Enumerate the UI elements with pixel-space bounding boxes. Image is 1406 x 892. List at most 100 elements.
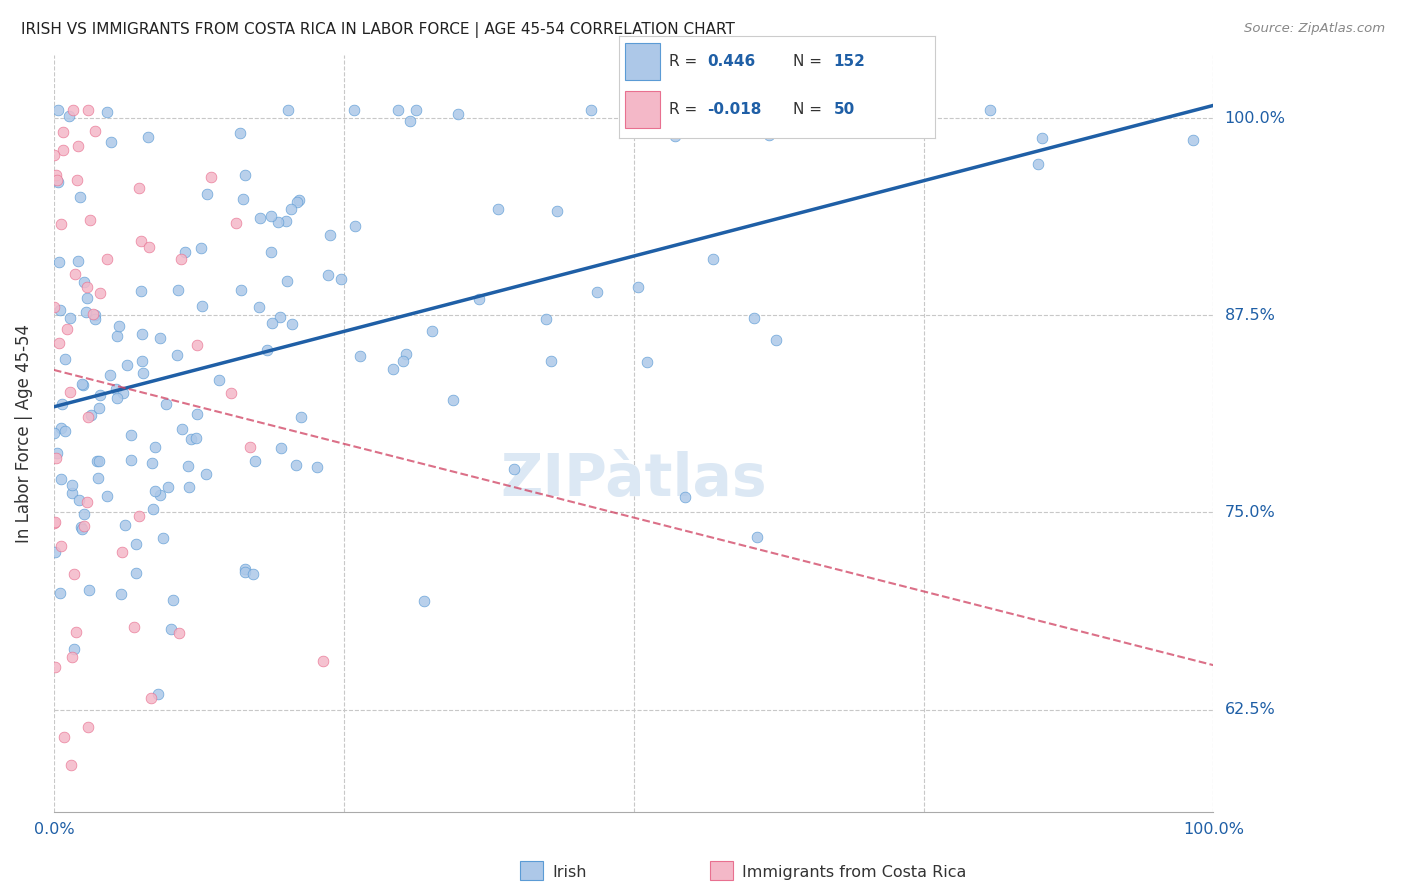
Point xyxy=(177,458,200,473)
Y-axis label: In Labor Force | Age 45-54: In Labor Force | Age 45-54 xyxy=(15,324,32,543)
Point xyxy=(73,518,96,533)
Point xyxy=(76,495,98,509)
Point xyxy=(285,458,308,472)
Point xyxy=(395,347,418,361)
Point xyxy=(53,424,76,438)
Point xyxy=(110,587,132,601)
Point xyxy=(105,382,128,396)
Point xyxy=(387,103,409,118)
Point xyxy=(141,457,163,471)
Text: ZIPàtlas: ZIPàtlas xyxy=(501,450,766,508)
Point xyxy=(83,308,105,322)
Point xyxy=(486,202,509,216)
Point xyxy=(155,397,177,411)
Point xyxy=(96,105,118,120)
Point xyxy=(53,351,76,366)
Point xyxy=(60,649,83,664)
Text: 100.0%: 100.0% xyxy=(1225,111,1285,126)
Point xyxy=(232,192,254,206)
Point xyxy=(62,103,84,118)
Point xyxy=(191,299,214,313)
Point xyxy=(343,103,366,118)
Point xyxy=(125,566,148,580)
Point xyxy=(186,338,208,352)
Point xyxy=(51,539,73,553)
Point xyxy=(405,103,427,118)
Point xyxy=(42,300,65,314)
Point xyxy=(60,478,83,492)
Point xyxy=(503,462,526,476)
Point xyxy=(66,173,89,187)
Text: 87.5%: 87.5% xyxy=(1225,308,1275,323)
Point xyxy=(319,228,342,243)
Point xyxy=(546,203,568,218)
Point xyxy=(765,334,787,348)
Point xyxy=(447,107,470,121)
Point xyxy=(758,128,780,142)
Point xyxy=(44,425,66,440)
Point xyxy=(129,284,152,298)
Point xyxy=(76,103,98,118)
Point xyxy=(290,409,312,424)
Point xyxy=(63,267,86,281)
Text: Source: ZipAtlas.com: Source: ZipAtlas.com xyxy=(1244,22,1385,36)
Point xyxy=(45,446,67,460)
Point xyxy=(115,358,138,372)
Point xyxy=(179,480,201,494)
Text: 50: 50 xyxy=(834,102,855,117)
Point xyxy=(48,335,70,350)
Point xyxy=(82,307,104,321)
Point xyxy=(233,169,256,183)
Point xyxy=(138,240,160,254)
Point xyxy=(45,168,67,182)
Point xyxy=(585,285,607,300)
Point xyxy=(664,128,686,143)
Point xyxy=(52,143,75,157)
Point xyxy=(242,567,264,582)
Point xyxy=(330,271,353,285)
Point xyxy=(280,318,302,332)
Point xyxy=(73,507,96,521)
Point xyxy=(260,209,283,223)
Point xyxy=(162,592,184,607)
Point xyxy=(170,252,193,267)
Point xyxy=(343,219,366,233)
Point xyxy=(229,126,252,140)
Point xyxy=(108,318,131,333)
Point xyxy=(139,690,162,705)
Point xyxy=(105,391,128,405)
Point xyxy=(540,354,562,368)
Point xyxy=(225,216,247,230)
Point xyxy=(122,620,145,634)
Point xyxy=(60,486,83,500)
Point xyxy=(44,545,66,559)
Point xyxy=(69,519,91,533)
Point xyxy=(145,440,167,454)
Point xyxy=(49,303,72,318)
Point xyxy=(114,517,136,532)
Point xyxy=(100,136,122,150)
Text: Immigrants from Costa Rica: Immigrants from Costa Rica xyxy=(742,865,967,880)
Point xyxy=(1028,157,1050,171)
Point xyxy=(170,422,193,436)
Point xyxy=(152,531,174,545)
Point xyxy=(105,329,128,343)
Point xyxy=(128,181,150,195)
Text: 152: 152 xyxy=(834,54,866,69)
Point xyxy=(83,311,105,326)
Point xyxy=(111,386,134,401)
Point xyxy=(111,544,134,558)
Point xyxy=(277,103,299,118)
Point xyxy=(747,530,769,544)
Point xyxy=(143,483,166,498)
Point xyxy=(399,113,422,128)
Point xyxy=(131,326,153,341)
Point xyxy=(838,104,860,119)
Point xyxy=(89,286,111,301)
Point xyxy=(72,522,94,536)
Point xyxy=(581,103,603,118)
Point xyxy=(195,186,218,201)
Point xyxy=(86,454,108,468)
Point xyxy=(149,331,172,345)
Point xyxy=(87,454,110,468)
